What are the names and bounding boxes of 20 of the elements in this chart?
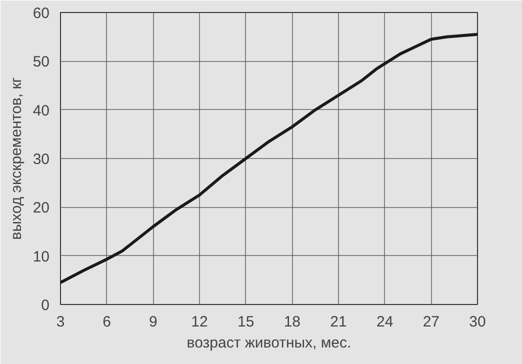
y-tick-label: 30 bbox=[32, 151, 50, 168]
x-tick-label: 27 bbox=[422, 314, 440, 330]
y-tick-label: 50 bbox=[32, 54, 50, 71]
y-tick-label: 10 bbox=[32, 248, 50, 266]
x-tick-label: 30 bbox=[469, 314, 486, 330]
x-tick-label: 15 bbox=[237, 314, 254, 330]
y-tick-label: 20 bbox=[32, 200, 50, 217]
x-tick-label: 21 bbox=[330, 314, 347, 330]
y-tick-label: 60 bbox=[32, 5, 50, 22]
x-tick-label: 6 bbox=[102, 314, 112, 330]
x-tick-label: 18 bbox=[284, 314, 301, 330]
y-axis-title: выход экскрементов, кг bbox=[8, 76, 25, 240]
x-axis-title: возраст животных, мес. bbox=[186, 334, 352, 352]
x-tick-label: 12 bbox=[191, 314, 208, 330]
x-tick-label: 9 bbox=[148, 314, 158, 330]
y-tick-label: 0 bbox=[41, 297, 50, 314]
x-tick-label: 3 bbox=[56, 314, 65, 330]
x-tick-label: 24 bbox=[376, 314, 394, 330]
y-tick-label: 40 bbox=[32, 102, 50, 120]
line-series bbox=[60, 32, 478, 284]
